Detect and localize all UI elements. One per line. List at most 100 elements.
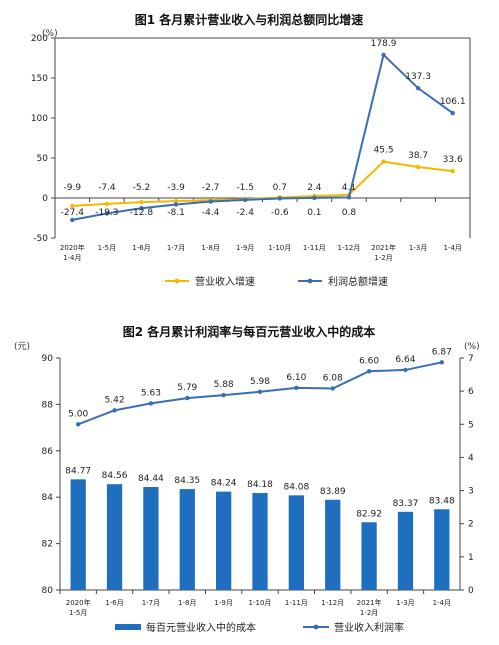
line-data-label: 5.88 xyxy=(214,380,234,390)
x-tick-label: 2020年 xyxy=(60,243,85,252)
x-tick-label: 1-6月 xyxy=(132,244,150,252)
series-2-data-label: -2.4 xyxy=(236,208,254,218)
x-tick-label: 2021年 xyxy=(357,598,382,607)
y-tick-label: 50 xyxy=(37,154,49,164)
chart-title: 图1 各月累计营业收入与利润总额同比增速 xyxy=(135,12,364,27)
bar xyxy=(325,499,341,590)
series-point xyxy=(294,385,299,391)
series-2-point xyxy=(139,206,144,211)
line-data-label: 5.42 xyxy=(105,395,125,405)
legend-label-bar: 每百元营业收入中的成本 xyxy=(146,621,256,634)
legend-marker-2 xyxy=(307,278,313,284)
x-tick-label: 1-5月 xyxy=(98,244,116,252)
chart-2: 图2 各月累计利润率与每百元营业收入中的成本 (元) (%) 80 82 84 86 88 90… xyxy=(14,324,480,634)
series-2-point xyxy=(415,85,421,91)
bar-data-label: 84.24 xyxy=(211,479,237,489)
x-tick-label: 2021年 xyxy=(371,243,396,252)
x-tick-label: 1-10月 xyxy=(249,599,272,607)
series-point xyxy=(185,395,190,401)
series-1-point xyxy=(139,199,144,205)
y-tick-label: 0 xyxy=(42,194,48,204)
series-2-point xyxy=(277,196,282,201)
series-1-data-label: 2.4 xyxy=(307,183,322,193)
series-1-data-label: 0.7 xyxy=(273,183,287,193)
series-1-data-label: 33.6 xyxy=(443,155,463,165)
series-2-data-label: -4.4 xyxy=(202,208,220,218)
bar xyxy=(288,495,304,590)
line-data-label: 5.98 xyxy=(250,377,270,387)
y-tick-label: 200 xyxy=(31,34,48,44)
bar-data-label: 84.35 xyxy=(174,476,200,486)
legend-label-line: 营业收入利润率 xyxy=(334,621,404,634)
bar xyxy=(143,486,159,590)
bar-data-label: 83.37 xyxy=(393,499,419,509)
bar-data-label: 84.56 xyxy=(102,471,128,481)
x-tick-label: 1-8月 xyxy=(178,599,196,607)
x-tick-label: 1-8月 xyxy=(201,244,219,252)
y-tick-label: 150 xyxy=(31,74,48,84)
y-right-tick-label: 7 xyxy=(468,354,474,364)
line-data-label: 6.87 xyxy=(432,347,452,357)
series-2-data-label: 0.8 xyxy=(342,208,357,218)
legend-label-1: 营业收入增速 xyxy=(195,275,255,288)
y-left-tick-label: 86 xyxy=(42,447,54,457)
x-tick-label: 1-2月 xyxy=(374,254,392,262)
series-1-data-label: -2.7 xyxy=(202,183,220,193)
bar xyxy=(106,484,123,590)
bar-data-label: 84.44 xyxy=(138,474,164,484)
series-2-point xyxy=(450,110,455,116)
series-2-data-label: -27.4 xyxy=(61,208,85,218)
x-tick-label: 1-7月 xyxy=(167,244,185,252)
y-left-tick-label: 90 xyxy=(42,354,54,364)
legend-swatch-bar xyxy=(115,624,141,630)
bar xyxy=(397,511,414,590)
y-right-tick-label: 6 xyxy=(468,387,474,397)
series-2-data-label: 0.1 xyxy=(307,208,321,218)
y-right-tick-label: 2 xyxy=(468,520,474,530)
series-point xyxy=(221,392,226,398)
series-point xyxy=(112,408,117,413)
chart-title: 图2 各月累计利润率与每百元营业收入中的成本 xyxy=(123,324,376,339)
series-2-data-label: -12.8 xyxy=(130,208,154,218)
line-data-label: 6.60 xyxy=(359,356,379,366)
series-point xyxy=(366,369,372,374)
bar xyxy=(179,489,195,590)
line-data-label: 6.08 xyxy=(323,373,343,383)
series-2-point xyxy=(173,202,179,207)
y-left-tick-label: 84 xyxy=(42,493,54,503)
series-line-2 xyxy=(72,52,454,221)
bar xyxy=(252,493,268,590)
series-2-data-label: 137.3 xyxy=(405,72,431,82)
x-tick-label: 1-12月 xyxy=(321,599,344,607)
x-tick-label: 1-11月 xyxy=(285,599,308,607)
series-2-point xyxy=(312,195,317,201)
x-tick-label: 2020年 xyxy=(66,598,91,607)
bar-data-label: 84.18 xyxy=(247,480,273,490)
series-2-point xyxy=(346,195,352,200)
y-right-unit: (%) xyxy=(464,342,480,352)
y-left-tick-label: 82 xyxy=(42,540,53,550)
series-1-point xyxy=(450,168,455,174)
series-1-data-label: -1.5 xyxy=(236,183,254,193)
y-left-unit: (元) xyxy=(14,342,30,352)
line-data-label: 5.79 xyxy=(177,383,197,393)
line-data-label: 5.63 xyxy=(141,388,161,398)
series-point xyxy=(439,360,445,365)
series-2-data-label: 106.1 xyxy=(440,97,466,107)
bar xyxy=(361,522,377,590)
x-tick-label: 1-3月 xyxy=(396,599,414,607)
y-axis-unit: (%) xyxy=(42,29,58,39)
line-data-label: 6.10 xyxy=(286,373,306,383)
x-tick-label: 1-3月 xyxy=(409,244,427,252)
y-tick-label: -50 xyxy=(33,234,48,244)
y-right-tick-label: 3 xyxy=(468,487,474,497)
series-1-point xyxy=(70,203,75,209)
y-right-tick-label: 0 xyxy=(468,586,474,596)
series-1-data-label: 38.7 xyxy=(408,151,428,161)
series-point xyxy=(75,422,81,427)
bar-data-label: 84.77 xyxy=(65,466,91,476)
x-tick-label: 1-10月 xyxy=(268,244,291,252)
x-tick-label: 1-4月 xyxy=(63,254,81,262)
bar-data-label: 83.48 xyxy=(429,496,455,506)
